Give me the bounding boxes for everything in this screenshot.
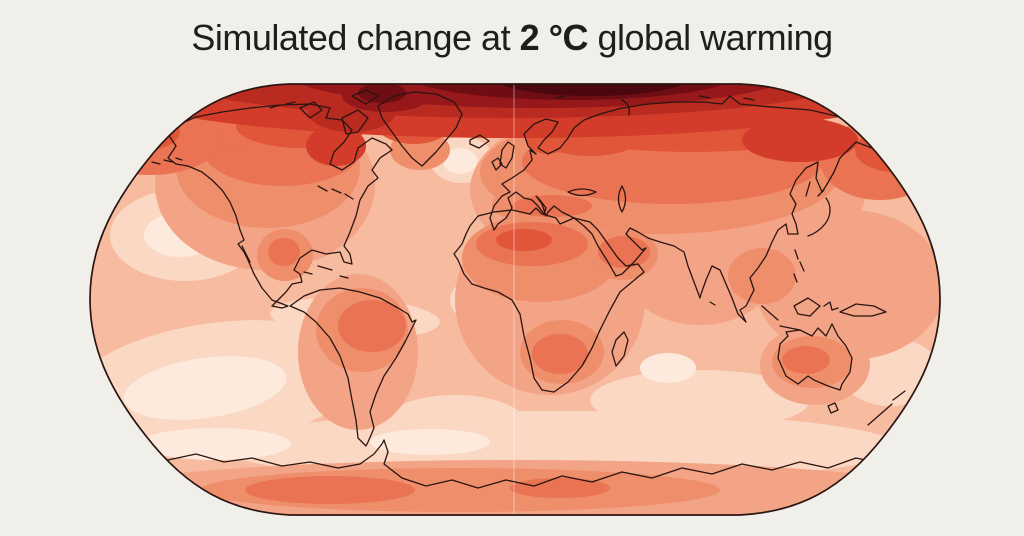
temp-band-11 xyxy=(492,84,692,96)
coastlines xyxy=(91,89,937,489)
coast-antarctica xyxy=(91,439,937,489)
coast-madagascar xyxy=(611,331,629,367)
coast-australia xyxy=(777,323,853,391)
coast-baja xyxy=(241,245,251,263)
coast-southeast-asia-islands xyxy=(761,249,839,331)
temp-band-7 xyxy=(93,84,933,166)
temperature-field xyxy=(90,84,940,515)
coast-new-zealand xyxy=(867,390,906,426)
coast-eurasia xyxy=(489,95,885,323)
coast-south-america xyxy=(289,287,417,447)
coast-new-guinea xyxy=(839,303,887,317)
aleutian-islands xyxy=(151,157,183,165)
sri-lanka xyxy=(709,301,716,306)
title-emphasis: 2 °C xyxy=(519,17,589,58)
coast-north-america xyxy=(167,103,393,309)
title-suffix: global warming xyxy=(588,17,834,58)
great-lakes xyxy=(317,185,354,200)
title-prefix: Simulated change at xyxy=(191,17,520,58)
arctic-islands xyxy=(555,95,755,116)
coast-iceland xyxy=(469,134,490,149)
caribbean-islands xyxy=(303,265,349,279)
coast-greenland xyxy=(377,91,463,167)
black-sea xyxy=(567,188,597,197)
coast-japan xyxy=(805,181,831,237)
caspian-sea xyxy=(617,185,627,213)
arctic-archipelago xyxy=(269,89,379,135)
coast-british-isles xyxy=(491,141,515,171)
coast-tasmania xyxy=(827,402,839,414)
coast-africa xyxy=(453,207,645,393)
figure-title: Simulated change at 2 °C global warming xyxy=(0,18,1024,58)
map-outline xyxy=(89,83,941,516)
